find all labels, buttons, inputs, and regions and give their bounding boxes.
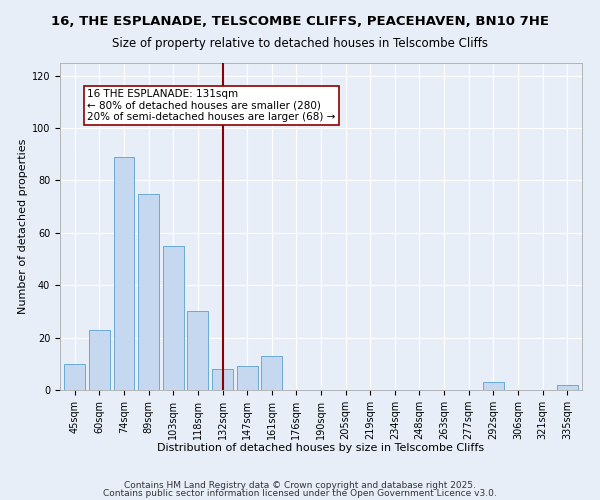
Text: 16, THE ESPLANADE, TELSCOMBE CLIFFS, PEACEHAVEN, BN10 7HE: 16, THE ESPLANADE, TELSCOMBE CLIFFS, PEA… — [51, 15, 549, 28]
Text: 16 THE ESPLANADE: 131sqm
← 80% of detached houses are smaller (280)
20% of semi-: 16 THE ESPLANADE: 131sqm ← 80% of detach… — [87, 88, 335, 122]
Bar — [483, 382, 504, 390]
Bar — [236, 366, 257, 390]
Y-axis label: Number of detached properties: Number of detached properties — [17, 138, 28, 314]
Bar — [89, 330, 110, 390]
Bar — [187, 312, 208, 390]
Bar — [113, 157, 134, 390]
Bar — [212, 369, 233, 390]
Bar — [64, 364, 85, 390]
Text: Size of property relative to detached houses in Telscombe Cliffs: Size of property relative to detached ho… — [112, 38, 488, 51]
Text: Contains HM Land Registry data © Crown copyright and database right 2025.: Contains HM Land Registry data © Crown c… — [124, 480, 476, 490]
Bar — [163, 246, 184, 390]
Text: Contains public sector information licensed under the Open Government Licence v3: Contains public sector information licen… — [103, 489, 497, 498]
Bar — [261, 356, 282, 390]
Bar — [557, 385, 578, 390]
X-axis label: Distribution of detached houses by size in Telscombe Cliffs: Distribution of detached houses by size … — [157, 444, 485, 454]
Bar — [138, 194, 159, 390]
